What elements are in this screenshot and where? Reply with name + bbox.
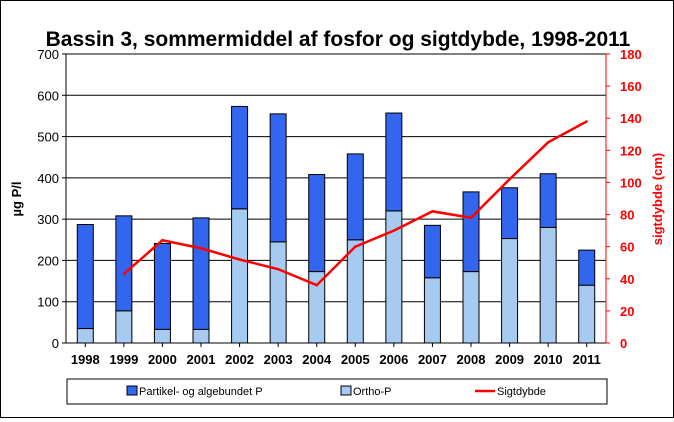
- bar-ortho-p: [539, 226, 557, 344]
- y2-tick-label: 160: [620, 79, 642, 94]
- line-point: [469, 216, 473, 219]
- bar-ortho-p: [423, 277, 441, 344]
- bar-ortho-p: [269, 241, 287, 344]
- bar-partikel-og-algebundet-p: [231, 105, 249, 210]
- x-tick-label: 2001: [187, 352, 216, 367]
- line-point: [392, 229, 396, 232]
- x-tick-label: 2004: [302, 352, 332, 367]
- y2-tick-label: 120: [620, 143, 642, 158]
- line-point: [585, 120, 588, 123]
- bar-ortho-p: [153, 328, 171, 344]
- chart-title: Bassin 3, sommermiddel af fosfor og sigt…: [46, 28, 631, 51]
- legend-label: Sigtdybde: [497, 386, 546, 398]
- bar-partikel-og-algebundet-p: [423, 224, 441, 279]
- y-axis-label: µg P/l: [9, 182, 24, 217]
- line-point: [431, 210, 434, 213]
- bar-ortho-p: [76, 328, 94, 344]
- y2-tick-label: 80: [620, 208, 634, 223]
- y2-tick-label: 140: [620, 111, 642, 126]
- x-tick-label: 2009: [495, 352, 524, 367]
- x-tick-label: 2007: [418, 352, 447, 367]
- bar-partikel-og-algebundet-p: [153, 243, 171, 330]
- legend-swatch: [340, 385, 352, 396]
- line-point: [315, 284, 318, 287]
- bar-partikel-og-algebundet-p: [501, 187, 519, 240]
- legend-swatch: [126, 385, 138, 396]
- line-point: [276, 267, 280, 271]
- bar-partikel-og-algebundet-p: [539, 173, 557, 228]
- bar-partikel-og-algebundet-p: [462, 191, 480, 273]
- y-tick-label: 700: [37, 47, 59, 62]
- x-tick-label: 2005: [341, 352, 370, 367]
- bar-partikel-og-algebundet-p: [308, 174, 326, 273]
- y2-tick-label: 100: [620, 175, 642, 190]
- bar-partikel-og-algebundet-p: [346, 153, 364, 241]
- x-tick-label: 1999: [109, 352, 138, 367]
- x-tick-label: 2003: [264, 352, 293, 367]
- legend-label: Ortho-P: [353, 386, 392, 398]
- line-point: [508, 178, 511, 181]
- y2-tick-label: 40: [620, 272, 634, 287]
- y2-tick-label: 60: [620, 240, 634, 255]
- x-tick-label: 2008: [457, 352, 486, 367]
- bar-ortho-p: [115, 310, 133, 344]
- bar-ortho-p: [346, 239, 364, 344]
- x-tick-label: 2010: [534, 352, 563, 367]
- x-tick-label: 2011: [573, 352, 601, 367]
- line-point: [238, 258, 241, 261]
- line-point: [122, 272, 126, 276]
- legend: Partikel- og algebundet P Ortho-P Sigtdybd…: [66, 378, 608, 405]
- y2-tick-label: 20: [620, 304, 634, 319]
- bar-ortho-p: [578, 284, 596, 344]
- bar-partikel-og-algebundet-p: [385, 112, 403, 212]
- x-tick-label: 2002: [225, 352, 254, 367]
- bar-partikel-og-algebundet-p: [115, 215, 133, 312]
- line-point: [161, 239, 164, 242]
- bar-partikel-og-algebundet-p: [76, 224, 94, 330]
- y-tick-label: 500: [37, 130, 59, 145]
- x-tick-label: 1998: [71, 352, 100, 367]
- bar-partikel-og-algebundet-p: [192, 217, 210, 330]
- y-tick-label: 400: [37, 171, 59, 186]
- y2-tick-label: 180: [620, 47, 642, 62]
- y-tick-label: 300: [37, 212, 59, 227]
- y-tick-label: 100: [37, 295, 59, 310]
- y-tick-label: 200: [37, 253, 59, 268]
- line-point: [546, 141, 550, 144]
- bar-ortho-p: [501, 238, 519, 344]
- bar-partikel-og-algebundet-p: [269, 113, 287, 243]
- bar-partikel-og-algebundet-p: [578, 249, 596, 286]
- x-tick-label: 2000: [148, 352, 177, 367]
- legend-label: Partikel- og algebundet P: [139, 386, 263, 398]
- y-tick-label: 600: [37, 88, 59, 103]
- line-point: [199, 247, 203, 250]
- x-tick-label: 2006: [379, 352, 408, 367]
- line-point: [354, 245, 357, 248]
- legend-box: [66, 378, 608, 405]
- bar-ortho-p: [231, 208, 249, 344]
- bar-ortho-p: [462, 271, 480, 344]
- bar-ortho-p: [192, 328, 210, 344]
- y2-axis-label: sigtdybde (cm): [650, 153, 665, 245]
- y-tick-label: 0: [52, 336, 59, 351]
- y2-tick-label: 0: [620, 336, 627, 351]
